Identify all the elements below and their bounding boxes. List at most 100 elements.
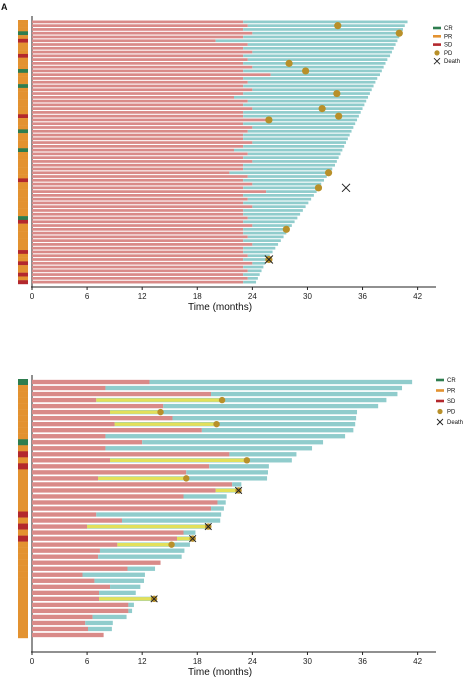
swimmer-bar (32, 35, 400, 39)
bar-second-segment (252, 205, 306, 209)
response-strip-cell (18, 65, 28, 70)
legend-swatch (433, 26, 441, 30)
swimmer-bar (32, 608, 133, 614)
legend-swatch (433, 43, 441, 46)
bar-first-segment (32, 201, 244, 205)
bar-first-segment (32, 239, 244, 242)
response-strip-cell (18, 397, 28, 404)
bar-second-segment (243, 92, 370, 95)
bar-first-segment (32, 269, 248, 273)
bar-second-segment (243, 84, 374, 88)
swimmer-bar (32, 144, 345, 148)
bar-first-segment (32, 385, 106, 391)
bar-first-segment (32, 126, 253, 129)
response-strip-cell (18, 246, 28, 251)
bar-second-segment (110, 409, 358, 415)
bar-second-segment (247, 129, 352, 133)
swimmer-bar (32, 548, 185, 553)
bar-second-segment (94, 578, 145, 583)
bar-first-segment (32, 560, 161, 565)
x-tick-label: 12 (138, 657, 147, 666)
bar-first-segment (32, 482, 233, 487)
bar-second-segment (243, 246, 276, 250)
bar-first-segment (32, 280, 244, 284)
bar-first-segment (32, 261, 253, 265)
response-strip-cell (18, 38, 28, 43)
legend-swatch (436, 378, 444, 382)
bar-second-segment (266, 190, 317, 193)
response-strip-cell (18, 559, 28, 566)
response-strip-cell (18, 601, 28, 609)
swimmer-bar (32, 434, 346, 439)
legend-label: PD (444, 51, 453, 57)
response-strip-cell (18, 136, 28, 141)
swimmer-bar (32, 84, 374, 88)
bar-first-segment (32, 614, 93, 620)
bar-first-segment (32, 227, 244, 231)
bottom-swimmer-plot: 0 6 12 18 24 30 36 42 Time (months) CR PR SD PD Death (18, 375, 463, 678)
bar-first-segment (32, 566, 128, 571)
swimmer-bar (32, 265, 264, 269)
response-strip-cell (18, 619, 28, 627)
bar-second-segment (183, 530, 196, 535)
bar-first-segment (32, 152, 248, 156)
bar-second-segment (243, 209, 303, 212)
bar-highlight-segment (96, 398, 223, 402)
bar-first-segment (32, 205, 253, 209)
response-strip-cell (18, 42, 28, 47)
bar-first-segment (32, 235, 248, 239)
pd-marker (183, 475, 190, 482)
bar-second-segment (234, 95, 369, 99)
bar-first-segment (32, 178, 244, 182)
bar-highlight-segment (114, 422, 217, 426)
swimmer-bar (32, 243, 279, 246)
bar-second-segment (243, 227, 290, 231)
bar-second-segment (243, 186, 320, 190)
bar-first-segment (32, 403, 164, 409)
swimmer-bar (32, 476, 268, 481)
response-strip-cell (18, 433, 28, 440)
bar-second-segment (247, 58, 388, 61)
bar-first-segment (32, 530, 184, 535)
response-strip-cell (18, 174, 28, 179)
legend-pd-swatch (437, 408, 443, 415)
response-strip-cell (18, 27, 28, 32)
x-tick-label: 36 (358, 657, 367, 666)
bar-second-segment (201, 428, 354, 433)
response-strip-cell (18, 223, 28, 228)
legend-item: Death (436, 418, 463, 426)
bar-first-segment (32, 231, 244, 235)
bar-second-segment (215, 39, 398, 43)
bar-second-segment (243, 280, 257, 284)
bar-first-segment (32, 28, 244, 31)
bar-second-segment (98, 554, 182, 559)
swimmer-bar (32, 554, 182, 559)
bar-first-segment (32, 409, 111, 415)
bar-first-segment (32, 216, 248, 220)
response-strip-cell (18, 257, 28, 262)
response-strip-cell (18, 499, 28, 506)
swimmer-bar (32, 114, 359, 118)
response-strip-cell (18, 409, 28, 416)
bar-second-segment (243, 77, 378, 80)
swimmer-bar (32, 160, 337, 163)
swimmer-bar (32, 43, 396, 46)
bar-first-segment (32, 470, 187, 475)
bar-second-segment (243, 133, 350, 137)
swimmer-bar (32, 24, 405, 28)
response-strip-cell (18, 216, 28, 221)
bar-second-segment (149, 379, 413, 385)
x-tick-label: 24 (248, 657, 257, 666)
bar-first-segment (32, 276, 248, 280)
bar-first-segment (32, 24, 248, 28)
swimmer-bar (32, 197, 312, 201)
response-strip-cell (18, 201, 28, 205)
bar-first-segment (32, 608, 129, 614)
bar-first-segment (32, 148, 234, 152)
swimmer-bar (32, 261, 266, 265)
swimmer-bar (32, 458, 292, 463)
swimmer-bar (32, 39, 398, 43)
swimmer-bar (32, 167, 333, 171)
swimmer-bar (32, 141, 347, 144)
response-strip-cell (18, 20, 28, 24)
